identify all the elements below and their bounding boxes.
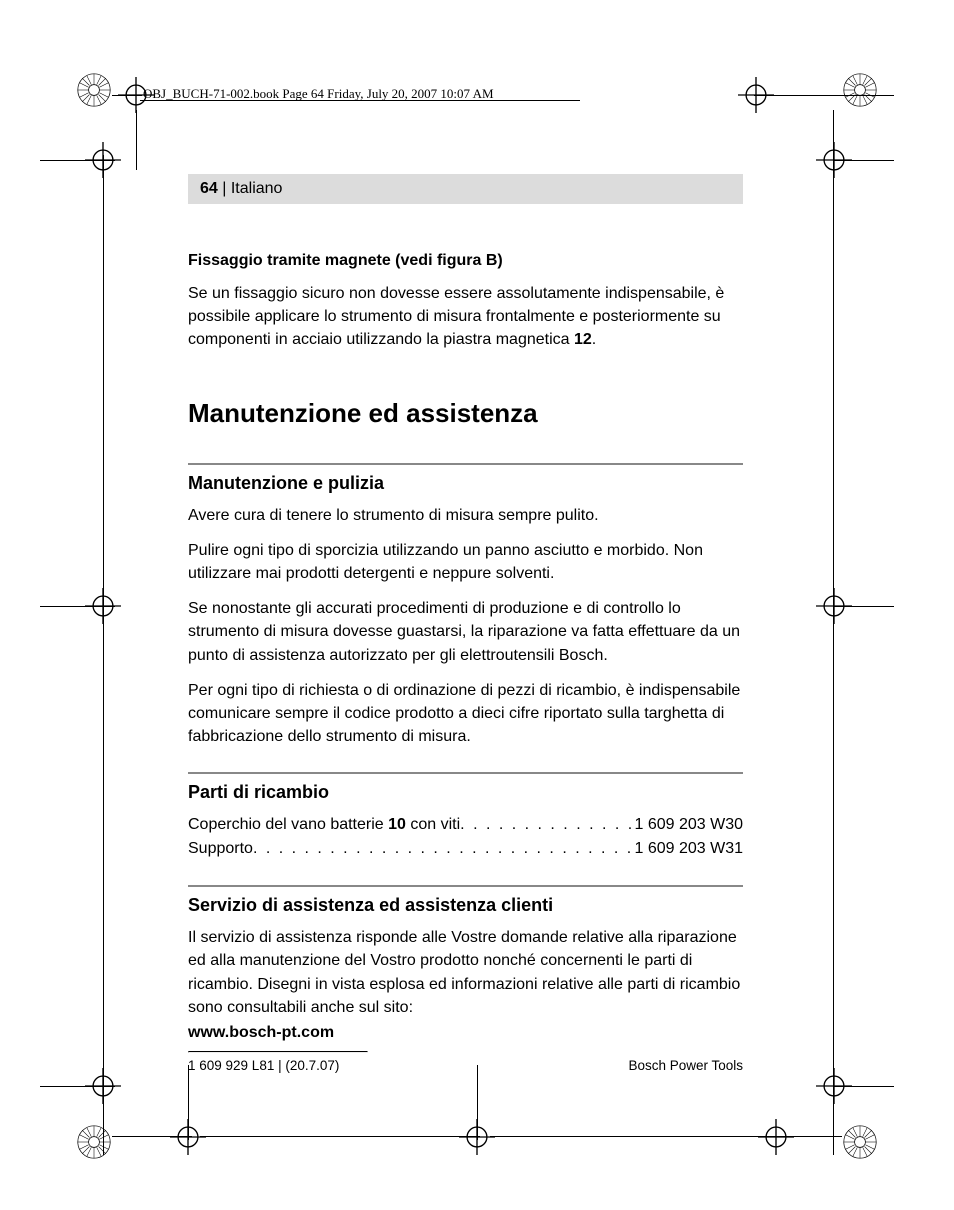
para-maint-4: Per ogni tipo di richiesta o di ordinazi… [188, 679, 743, 749]
crop-line [833, 1080, 834, 1155]
heading-parts: Parti di ricambio [188, 782, 743, 803]
page-content: 64 | Italiano Fissaggio tramite magnete … [188, 174, 743, 1056]
part-number: 1 609 203 W31 [634, 837, 743, 861]
crop-line [103, 1080, 104, 1155]
crop-line [754, 95, 894, 96]
footer-rule [188, 1051, 368, 1053]
crop-line [834, 160, 894, 161]
crop-line [188, 1065, 189, 1140]
reg-mark-tl [76, 72, 112, 108]
parts-row-2: Supporto . . . . . . . . . . . . . . . .… [188, 837, 743, 861]
crop-line [834, 606, 894, 607]
crop-line [112, 1136, 192, 1137]
page-language: Italiano [231, 180, 283, 197]
part-number: 1 609 203 W30 [634, 813, 743, 837]
crosshair-bottom-inner-r [758, 1119, 794, 1155]
section-rule [188, 772, 743, 774]
para-maint-1: Avere cura di tenere lo strumento di mis… [188, 504, 743, 527]
crop-line [136, 110, 137, 170]
para-maint-3: Se nonostante gli accurati procedimenti … [188, 597, 743, 667]
heading-maintenance: Manutenzione e pulizia [188, 473, 743, 494]
crop-line [200, 1136, 480, 1137]
heading-magnet: Fissaggio tramite magnete (vedi figura B… [188, 252, 743, 270]
para-service: Il servizio di assistenza risponde alle … [188, 926, 743, 1019]
reg-mark-bl [76, 1124, 112, 1160]
footer-doc-id: 1 609 929 L81 | (20.7.07) [188, 1058, 339, 1073]
crop-line [477, 1065, 478, 1140]
reg-mark-br [842, 1124, 878, 1160]
service-url: www.bosch-pt.com [188, 1021, 743, 1044]
para-magnet: Se un fissaggio sicuro non dovesse esser… [188, 282, 743, 352]
page-number: 64 [200, 180, 218, 197]
crop-line [490, 1136, 780, 1137]
crop-line [112, 95, 142, 96]
para-maint-2: Pulire ogni tipo di sporcizia utilizzand… [188, 539, 743, 585]
crop-line [103, 155, 104, 615]
crop-line [833, 155, 834, 615]
section-rule [188, 885, 743, 887]
leader-dots: . . . . . . . . . . . . . . . . . . . . … [253, 837, 635, 861]
footer-brand: Bosch Power Tools [628, 1058, 743, 1073]
heading-main: Manutenzione ed assistenza [188, 398, 743, 429]
reg-mark-tr [842, 72, 878, 108]
crop-line [103, 600, 104, 1095]
crop-line [834, 1086, 894, 1087]
crop-header-text: OBJ_BUCH-71-002.book Page 64 Friday, Jul… [143, 86, 494, 102]
section-rule [188, 463, 743, 465]
crop-line [833, 600, 834, 1095]
parts-row-1: Coperchio del vano batterie 10 con viti … [188, 813, 743, 837]
leader-dots: . . . . . . . . . . . . . . . . . . . . … [460, 813, 634, 837]
page-number-bar: 64 | Italiano [188, 174, 743, 204]
heading-service: Servizio di assistenza ed assistenza cli… [188, 895, 743, 916]
crop-line [772, 1136, 842, 1137]
